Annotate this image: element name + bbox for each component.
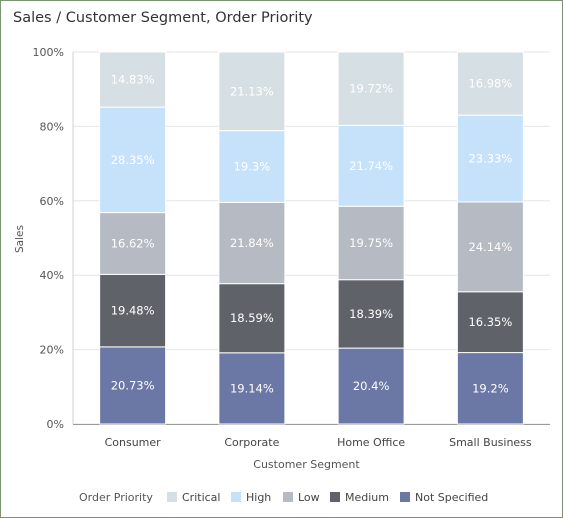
y-tick-label: 100% bbox=[33, 46, 64, 59]
y-tick-label: 40% bbox=[40, 269, 64, 282]
legend-title: Order Priority bbox=[79, 491, 153, 504]
legend-item-label[interactable]: High bbox=[246, 491, 271, 504]
x-tick-label: Consumer bbox=[105, 436, 162, 449]
bar-segment[interactable] bbox=[337, 205, 405, 281]
bar-data-label: 19.14% bbox=[230, 381, 274, 395]
bar-data-label: 21.13% bbox=[230, 84, 274, 98]
bar-data-label: 18.59% bbox=[230, 311, 274, 325]
bar-segment[interactable] bbox=[218, 201, 286, 285]
bar-data-label: 28.35% bbox=[111, 153, 155, 167]
bar-segment[interactable] bbox=[456, 291, 524, 354]
y-tick-label: 20% bbox=[40, 344, 64, 357]
bar-data-label: 21.74% bbox=[349, 159, 393, 173]
x-tick-label: Small Business bbox=[449, 436, 532, 449]
legend-item-label[interactable]: Not Specified bbox=[415, 491, 488, 504]
bar-data-label: 20.73% bbox=[111, 378, 155, 392]
y-tick-label: 80% bbox=[40, 120, 64, 133]
legend-swatch bbox=[283, 492, 293, 502]
bar-segment[interactable] bbox=[99, 273, 167, 348]
x-tick-label: Corporate bbox=[224, 436, 279, 449]
bar-segment[interactable] bbox=[99, 212, 167, 275]
legend-swatch bbox=[167, 492, 177, 502]
bar-data-label: 19.72% bbox=[349, 82, 393, 96]
y-tick-label: 60% bbox=[40, 195, 64, 208]
bar-segment[interactable] bbox=[218, 352, 286, 425]
chart-title: Sales / Customer Segment, Order Priority bbox=[13, 10, 313, 26]
bar-data-label: 16.98% bbox=[468, 77, 512, 91]
bar-segment[interactable] bbox=[99, 106, 167, 214]
bar-data-label: 14.83% bbox=[111, 73, 155, 87]
bar-data-label: 19.48% bbox=[111, 304, 155, 318]
bar-data-label: 23.33% bbox=[468, 152, 512, 166]
bar-segment[interactable] bbox=[99, 51, 167, 108]
bar-segment[interactable] bbox=[337, 51, 405, 126]
legend-item-label[interactable]: Medium bbox=[345, 491, 389, 504]
legend-swatch bbox=[231, 492, 241, 502]
y-tick-label: 0% bbox=[47, 418, 64, 431]
legend-item-label[interactable]: Critical bbox=[182, 491, 220, 504]
legend-swatch bbox=[330, 492, 340, 502]
bar-segment[interactable] bbox=[456, 201, 524, 293]
y-axis-title: Sales bbox=[14, 225, 26, 253]
bar-data-label: 18.39% bbox=[349, 307, 393, 321]
bar-data-label: 20.4% bbox=[353, 379, 390, 393]
legend-item-label[interactable]: Low bbox=[298, 491, 320, 504]
legend-swatch bbox=[400, 492, 410, 502]
bar-data-label: 24.14% bbox=[468, 240, 512, 254]
bar-data-label: 16.62% bbox=[111, 237, 155, 251]
bar-segment[interactable] bbox=[218, 283, 286, 354]
bar-segment[interactable] bbox=[218, 130, 286, 203]
bar-data-label: 21.84% bbox=[230, 236, 274, 250]
bar-segment[interactable] bbox=[337, 124, 405, 207]
x-axis-title: Customer Segment bbox=[253, 458, 360, 471]
bar-data-label: 19.2% bbox=[472, 381, 509, 395]
bar-data-label: 19.75% bbox=[349, 236, 393, 250]
bar-segment[interactable] bbox=[218, 51, 286, 132]
x-tick-label: Home Office bbox=[337, 436, 405, 449]
bar-segment[interactable] bbox=[337, 279, 405, 349]
bar-segment[interactable] bbox=[337, 347, 405, 425]
bar-data-label: 19.3% bbox=[234, 160, 271, 174]
bar-data-label: 16.35% bbox=[468, 315, 512, 329]
bar-segment[interactable] bbox=[456, 114, 524, 203]
bar-segment[interactable] bbox=[456, 352, 524, 425]
bar-segment[interactable] bbox=[456, 51, 524, 116]
